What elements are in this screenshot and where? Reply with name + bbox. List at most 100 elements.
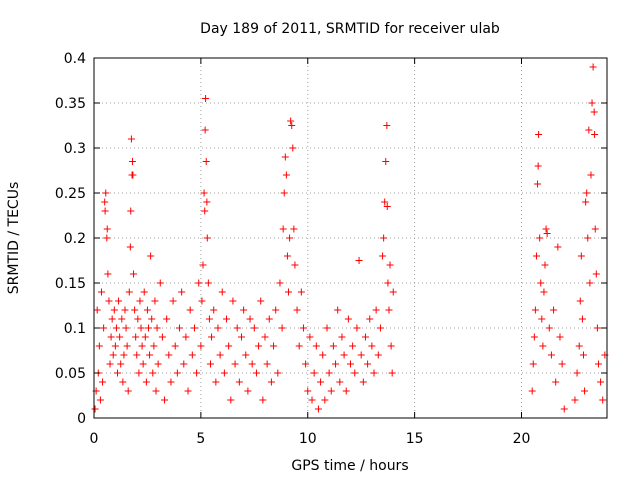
- data-point: [165, 351, 173, 359]
- data-point: [199, 261, 207, 269]
- data-point: [312, 342, 320, 350]
- data-point: [195, 279, 203, 287]
- data-point: [386, 261, 394, 269]
- data-point: [552, 378, 560, 386]
- data-point: [558, 360, 566, 368]
- data-point: [103, 225, 111, 233]
- data-point: [216, 351, 224, 359]
- data-point: [571, 396, 579, 404]
- data-point: [193, 369, 201, 377]
- data-point: [297, 288, 305, 296]
- data-point: [325, 369, 333, 377]
- data-point: [186, 306, 194, 314]
- data-point: [134, 315, 142, 323]
- data-point: [97, 288, 105, 296]
- data-point: [100, 324, 108, 332]
- data-point: [302, 360, 310, 368]
- data-point: [161, 396, 169, 404]
- data-point: [583, 189, 591, 197]
- data-point: [163, 315, 171, 323]
- data-point: [535, 131, 543, 138]
- data-point: [584, 234, 592, 242]
- data-point: [550, 306, 558, 314]
- data-point: [376, 324, 384, 332]
- data-point: [355, 257, 363, 264]
- data-point: [383, 122, 391, 129]
- data-point: [182, 333, 190, 341]
- data-point: [122, 324, 130, 332]
- data-point: [353, 324, 361, 332]
- data-point: [190, 324, 198, 332]
- data-point: [212, 378, 220, 386]
- data-point: [156, 279, 164, 287]
- y-tick-label: 0.25: [55, 186, 86, 202]
- data-point: [280, 189, 288, 197]
- data-point: [342, 387, 350, 395]
- data-point: [129, 171, 137, 179]
- data-point: [108, 315, 116, 323]
- data-point: [257, 297, 265, 305]
- data-point: [198, 297, 206, 305]
- data-point: [573, 369, 581, 377]
- data-point: [229, 297, 237, 305]
- data-point: [537, 279, 545, 287]
- data-point: [289, 144, 297, 152]
- data-point: [201, 126, 209, 134]
- data-point: [276, 279, 284, 287]
- x-tick-label: 10: [299, 431, 317, 447]
- x-tick-label: 0: [90, 431, 99, 447]
- data-point: [127, 207, 135, 215]
- data-point: [556, 333, 564, 341]
- data-point: [250, 324, 258, 332]
- data-point: [581, 387, 589, 395]
- data-point: [246, 315, 254, 323]
- data-point: [99, 378, 107, 386]
- data-point: [123, 342, 131, 350]
- data-point: [263, 360, 271, 368]
- data-point: [530, 333, 538, 341]
- data-point: [201, 207, 209, 215]
- data-point: [347, 360, 354, 368]
- data-point: [332, 360, 340, 368]
- data-point: [141, 333, 149, 341]
- y-tick-label: 0.2: [64, 231, 86, 247]
- data-point: [534, 162, 542, 170]
- points-layer: [91, 63, 609, 413]
- data-point: [91, 405, 99, 413]
- data-point: [267, 378, 275, 386]
- data-point: [208, 333, 216, 341]
- data-point: [593, 324, 601, 332]
- data-point: [169, 297, 177, 305]
- data-point: [231, 360, 239, 368]
- data-point: [235, 378, 243, 386]
- data-point: [126, 243, 134, 251]
- data-point: [136, 297, 144, 305]
- data-point: [109, 351, 117, 359]
- data-point: [585, 126, 593, 134]
- data-point: [104, 270, 112, 278]
- data-point: [227, 396, 235, 404]
- data-point: [536, 234, 544, 242]
- data-point: [384, 279, 392, 287]
- data-point: [357, 351, 365, 359]
- data-point: [132, 333, 140, 341]
- data-point: [344, 315, 352, 323]
- data-point: [146, 351, 154, 359]
- data-point: [101, 207, 109, 215]
- data-point: [381, 198, 389, 206]
- data-point: [135, 369, 143, 377]
- data-point: [115, 297, 123, 305]
- data-point: [387, 342, 395, 350]
- data-point: [576, 297, 584, 305]
- data-point: [173, 369, 181, 377]
- data-point: [119, 378, 127, 386]
- data-point: [154, 360, 162, 368]
- data-point: [114, 369, 122, 377]
- data-point: [385, 306, 393, 314]
- y-tick-label: 0.15: [55, 276, 86, 292]
- data-point: [380, 234, 388, 242]
- data-point: [317, 378, 325, 386]
- data-point: [291, 261, 299, 269]
- data-point: [589, 63, 597, 71]
- data-point: [532, 252, 540, 260]
